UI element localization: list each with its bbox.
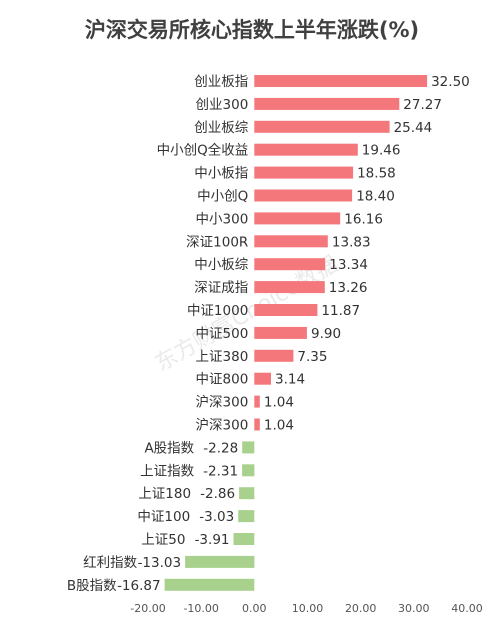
bar-22	[164, 578, 255, 591]
bar-7	[254, 235, 328, 248]
category-label-8: 中小板综	[194, 257, 248, 273]
x-tick-label-3: 10.00	[292, 602, 324, 615]
value-label-6: 16.16	[344, 211, 383, 227]
category-label-13: 中证800	[196, 372, 249, 388]
x-tick-label-0: -20.00	[130, 602, 165, 615]
bar-13	[254, 372, 271, 385]
category-label-3: 中小创Q全收益	[157, 142, 249, 159]
value-label-7: 13.83	[332, 234, 371, 250]
value-label-3: 19.46	[362, 143, 401, 159]
value-label-22: -16.87	[117, 578, 161, 594]
category-label-7: 深证100R	[186, 234, 248, 250]
bar-6	[254, 212, 341, 225]
value-label-16: -2.28	[203, 440, 238, 456]
category-label-21: 红利指数	[83, 555, 137, 571]
bar-12	[254, 349, 294, 362]
bar-3	[254, 143, 358, 156]
value-label-20: -3.91	[195, 532, 230, 548]
value-label-5: 18.40	[356, 189, 395, 205]
bar-8	[254, 258, 326, 271]
chart-title: 沪深交易所核心指数上半年涨跌(%)	[84, 18, 420, 42]
bar-21	[185, 555, 255, 568]
value-label-10: 11.87	[321, 303, 360, 319]
category-label-2: 创业板综	[194, 120, 248, 136]
category-label-9: 深证成指	[194, 280, 248, 296]
category-label-6: 中小300	[196, 211, 249, 227]
bar-19	[238, 510, 255, 523]
value-label-4: 18.58	[357, 166, 396, 182]
category-label-16: A股指数	[144, 440, 194, 456]
value-label-2: 25.44	[394, 120, 433, 136]
x-tick-label-1: -10.00	[183, 602, 218, 615]
value-label-14: 1.04	[264, 395, 294, 411]
bar-2	[254, 120, 390, 133]
category-label-20: 上证50	[141, 532, 185, 548]
value-label-0: 32.50	[431, 74, 470, 90]
x-tick-label-2: 0.00	[242, 602, 267, 615]
bar-20	[233, 533, 255, 545]
category-label-5: 中小创Q	[197, 189, 248, 205]
x-tick-label-4: 20.00	[345, 602, 377, 615]
bar-15	[254, 418, 260, 431]
category-label-14: 沪深300	[196, 395, 249, 411]
category-label-11: 中证500	[196, 326, 249, 342]
category-label-17: 上证指数	[140, 463, 194, 479]
bar-5	[254, 189, 353, 202]
bar-4	[254, 166, 354, 179]
bar-10	[254, 304, 318, 316]
value-label-21: -13.03	[138, 555, 182, 571]
value-label-17: -2.31	[203, 463, 238, 479]
value-label-9: 13.26	[329, 280, 368, 296]
x-tick-label-5: 30.00	[398, 602, 430, 615]
bar-18	[239, 487, 255, 500]
category-label-0: 创业板指	[194, 74, 248, 90]
category-label-1: 创业300	[196, 97, 249, 113]
bar-16	[242, 441, 255, 454]
bar-0	[254, 75, 428, 87]
category-label-18: 上证180	[138, 486, 191, 502]
value-label-13: 3.14	[275, 372, 305, 388]
category-label-10: 中证1000	[187, 303, 248, 319]
category-label-15: 沪深300	[196, 418, 249, 434]
value-label-12: 7.35	[297, 349, 327, 365]
bar-1	[254, 97, 400, 110]
value-label-1: 27.27	[403, 97, 442, 113]
value-label-19: -3.03	[199, 509, 234, 525]
category-label-12: 上证380	[196, 349, 249, 365]
x-tick-label-6: 40.00	[451, 602, 483, 615]
bar-9	[254, 281, 325, 294]
bar-11	[254, 326, 307, 339]
value-label-8: 13.34	[329, 257, 368, 273]
bar-17	[242, 464, 255, 477]
value-label-18: -2.86	[200, 486, 235, 502]
category-label-22: B股指数	[67, 578, 117, 594]
category-label-4: 中小板指	[194, 166, 248, 182]
category-label-19: 中证100	[137, 509, 190, 525]
value-label-15: 1.04	[264, 418, 294, 434]
value-label-11: 9.90	[311, 326, 341, 342]
bar-14	[254, 395, 260, 408]
